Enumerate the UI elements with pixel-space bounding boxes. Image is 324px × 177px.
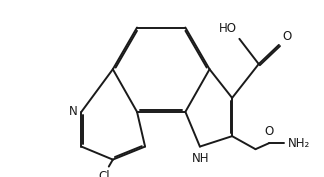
Text: N: N <box>69 105 78 118</box>
Text: HO: HO <box>219 22 237 35</box>
Text: NH₂: NH₂ <box>288 137 310 150</box>
Text: O: O <box>282 30 292 44</box>
Text: Cl: Cl <box>98 170 110 177</box>
Text: NH: NH <box>192 152 209 165</box>
Text: O: O <box>265 125 274 138</box>
